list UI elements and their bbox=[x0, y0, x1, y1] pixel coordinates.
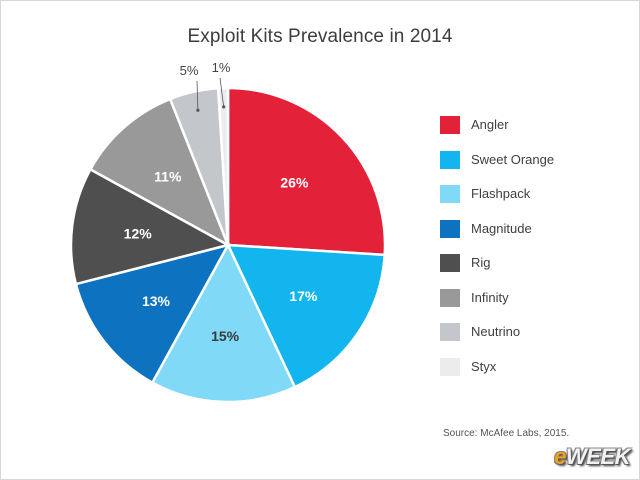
slice-label-infinity: 11% bbox=[154, 169, 182, 185]
pie-slice-rig bbox=[69, 167, 232, 286]
legend-swatch bbox=[440, 254, 460, 272]
eweek-logo: eWEEK bbox=[554, 444, 630, 469]
slice-label-neutrino: 5% bbox=[180, 63, 199, 78]
slice-label-rig: 12% bbox=[124, 226, 153, 242]
pie-slice-styx bbox=[216, 86, 230, 246]
legend-label: Infinity bbox=[471, 289, 509, 305]
legend-swatch bbox=[440, 150, 460, 169]
legend-label: Magnitude bbox=[471, 220, 532, 236]
slice-label-flashpack: 15% bbox=[211, 328, 240, 344]
pie-slice-angler bbox=[226, 86, 387, 257]
legend-label: Sweet Orange bbox=[471, 151, 555, 167]
legend-swatch bbox=[440, 116, 460, 134]
legend-label: Rig bbox=[471, 255, 491, 270]
legend-swatch bbox=[440, 219, 460, 238]
legend-label: Flashpack bbox=[471, 186, 531, 201]
legend-label: Styx bbox=[471, 358, 497, 374]
legend-swatch bbox=[440, 323, 460, 341]
legend-label: Neutrino bbox=[471, 324, 521, 339]
pie-slice-flashpack bbox=[150, 242, 297, 404]
leader-line-neutrino bbox=[196, 80, 199, 111]
source-note: Source: McAfee Labs, 2015. bbox=[443, 428, 570, 439]
legend-swatch bbox=[440, 185, 460, 203]
legend-swatch bbox=[440, 288, 460, 307]
chart-title: Exploit Kits Prevalence in 2014 bbox=[187, 26, 453, 47]
leader-dot-styx bbox=[222, 105, 226, 109]
slice-label-magnitude: 13% bbox=[142, 293, 171, 309]
legend-label: Angler bbox=[471, 117, 509, 132]
pie-slice-magnitude bbox=[74, 243, 231, 385]
legend-swatch bbox=[440, 357, 460, 376]
slice-label-angler: 26% bbox=[280, 175, 309, 191]
pie-slice-infinity bbox=[88, 97, 231, 248]
leader-line-styx bbox=[219, 77, 225, 107]
leader-dot-neutrino bbox=[196, 108, 200, 112]
slice-label-sweet-orange: 17% bbox=[289, 288, 318, 304]
slice-label-styx: 1% bbox=[212, 60, 231, 75]
pie-slice-sweet-orange bbox=[225, 243, 387, 389]
